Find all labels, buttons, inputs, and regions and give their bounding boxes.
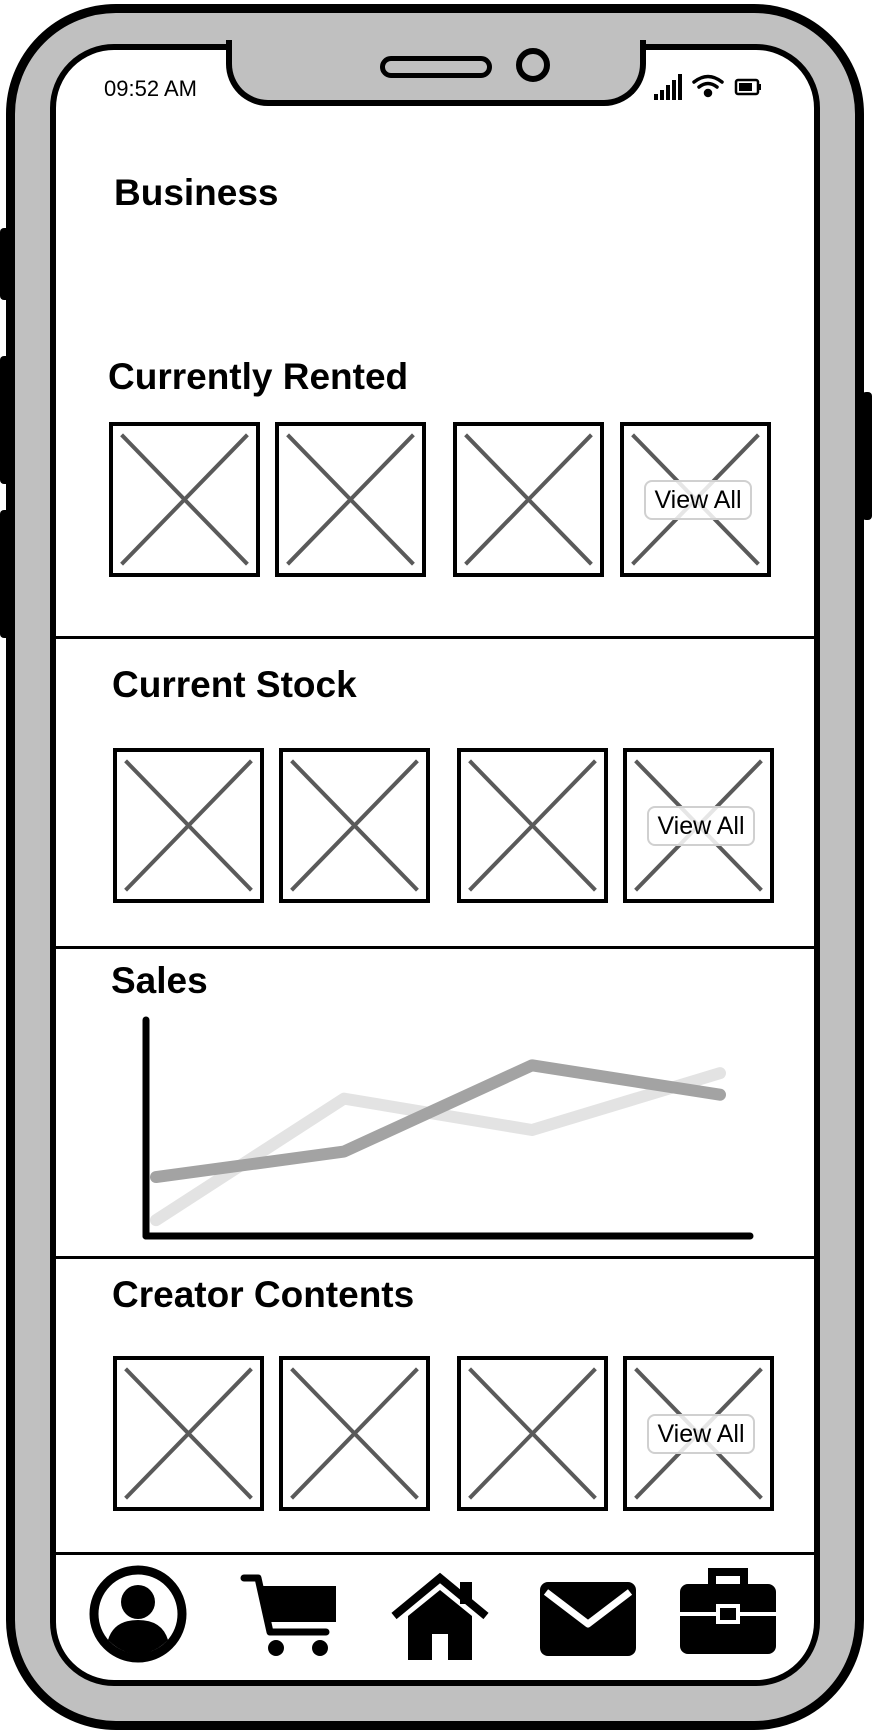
view-all-button[interactable]: View All	[647, 806, 755, 846]
status-time: 09:52 AM	[104, 76, 197, 101]
image-placeholder[interactable]	[275, 422, 426, 577]
image-placeholder: View All	[620, 422, 771, 577]
image-placeholder[interactable]	[113, 1356, 264, 1511]
page-title: Business	[114, 172, 279, 213]
section-title-current-stock: Current Stock	[112, 664, 357, 705]
image-placeholder[interactable]	[109, 422, 260, 577]
image-placeholder[interactable]	[457, 748, 608, 903]
image-placeholder[interactable]	[457, 1356, 608, 1511]
bottom-nav-divider	[56, 1552, 816, 1555]
camera	[516, 48, 550, 82]
image-placeholder: View All	[623, 1356, 774, 1511]
image-placeholder[interactable]	[279, 748, 430, 903]
cart-icon[interactable]	[240, 1572, 340, 1666]
status-icons	[652, 72, 764, 102]
chart-series-line	[150, 1059, 726, 1184]
wifi-icon	[692, 74, 724, 98]
speaker	[380, 56, 492, 78]
home-icon[interactable]	[390, 1572, 490, 1666]
battery-icon	[734, 78, 761, 96]
side-button	[0, 356, 10, 484]
chart-series-line	[150, 1067, 726, 1227]
section-title-creator-contents: Creator Contents	[112, 1274, 415, 1315]
side-button	[862, 392, 872, 520]
mail-icon[interactable]	[538, 1578, 638, 1664]
image-placeholder[interactable]	[279, 1356, 430, 1511]
view-all-button[interactable]: View All	[647, 1414, 755, 1454]
briefcase-icon[interactable]	[678, 1564, 778, 1662]
view-all-button[interactable]: View All	[644, 480, 752, 520]
section-title-currently-rented: Currently Rented	[108, 356, 409, 397]
side-button	[0, 228, 10, 300]
image-placeholder: View All	[623, 748, 774, 903]
section-divider	[56, 946, 816, 949]
image-placeholder[interactable]	[453, 422, 604, 577]
sales-chart	[142, 1016, 754, 1240]
side-button	[0, 510, 10, 638]
image-placeholder[interactable]	[113, 748, 264, 903]
section-divider	[56, 636, 816, 639]
profile-icon[interactable]	[88, 1564, 188, 1668]
signal-icon	[654, 74, 682, 100]
section-title-sales: Sales	[111, 960, 208, 1001]
section-divider	[56, 1256, 816, 1259]
